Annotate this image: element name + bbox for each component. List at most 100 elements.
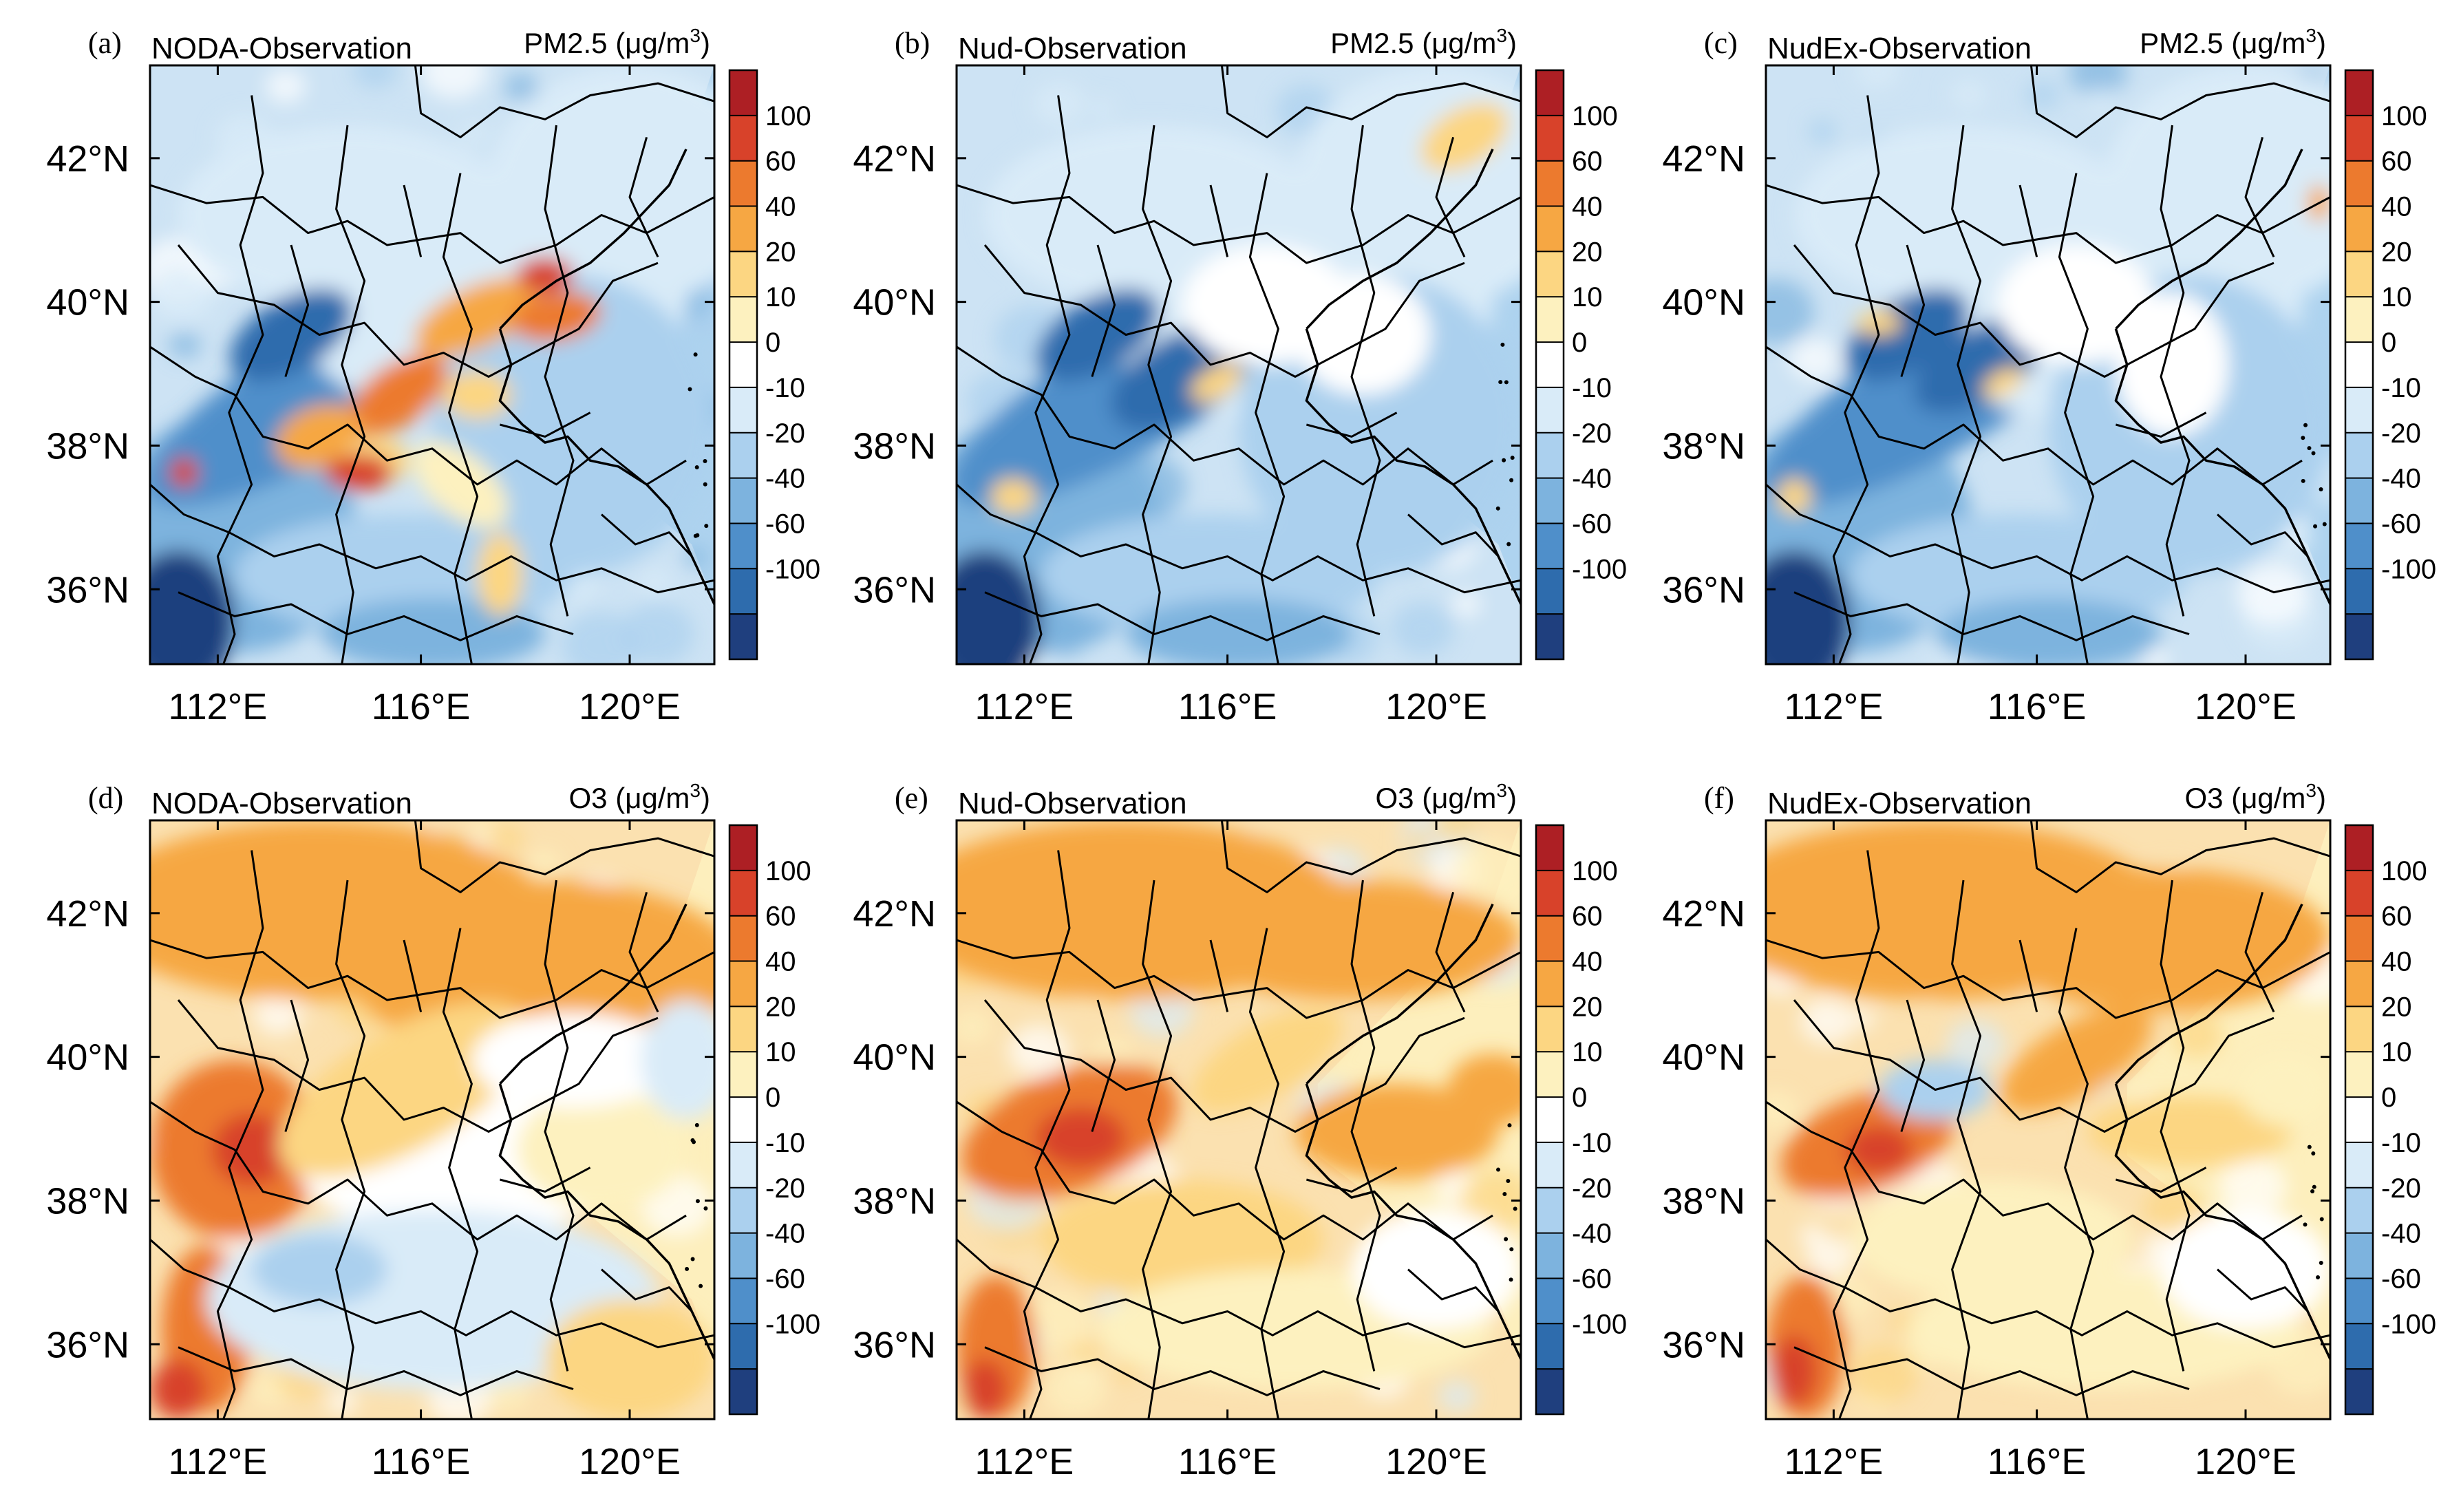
x-tick-label: 112°E	[1785, 686, 1884, 727]
boundary-line	[1793, 244, 2274, 378]
boundary-line	[984, 1346, 1381, 1396]
field-blob	[2239, 1054, 2330, 1126]
island	[2311, 1151, 2316, 1156]
coastline	[1306, 149, 1494, 330]
panel-title: Nud-Observation	[958, 787, 1187, 820]
colorbar-tick-label: 40	[2381, 947, 2412, 977]
island	[2319, 1260, 2323, 1265]
colorbar-tick-label: 100	[1572, 101, 1618, 131]
boundary-line	[1793, 1346, 2190, 1396]
colorbar-tick-label: -40	[2381, 464, 2421, 494]
colorbar-swatch	[2345, 478, 2373, 524]
boundary-line	[442, 928, 479, 1419]
x-tick-label: 116°E	[1178, 686, 1277, 727]
unit-superscript: 3	[1496, 25, 1507, 46]
field-blob	[458, 119, 489, 146]
colorbar-frame	[728, 824, 758, 1416]
unit-close: )	[1507, 27, 1517, 59]
colorbar-tick-label: 0	[765, 1083, 780, 1113]
island	[1502, 458, 1506, 462]
boundary-line	[1407, 1268, 1500, 1312]
variable-title: O3 (μg/m3)	[569, 780, 710, 814]
colorbar-tick-label: 10	[1572, 282, 1603, 312]
variable-title: O3 (μg/m3)	[2185, 780, 2326, 814]
boundary-line	[2244, 891, 2275, 1013]
field-blob	[2171, 1014, 2224, 1058]
field-blob	[212, 1114, 291, 1186]
y-tick-label: 38°N	[853, 425, 936, 467]
field-blob	[1182, 880, 1521, 1000]
field-blob	[349, 354, 448, 436]
field-blob	[1935, 598, 2161, 664]
field-blob	[1854, 65, 1901, 90]
colorbar-tick-label: 40	[765, 192, 796, 222]
field-blob	[1851, 1180, 2133, 1299]
colorbar-tick-label: 100	[2381, 856, 2427, 886]
unit-superscript: 3	[690, 25, 701, 46]
field-blob	[251, 1233, 387, 1306]
colorbar-tick-label: 20	[1572, 992, 1603, 1022]
colorbar-swatch	[1536, 1233, 1564, 1279]
boundary-line	[1248, 928, 1286, 1419]
variable-title: PM2.5 (μg/m3)	[2140, 25, 2326, 59]
coastline	[1305, 1083, 1521, 1360]
boundary-line	[1248, 173, 1286, 664]
colorbar-tick-label: 0	[2381, 328, 2396, 358]
colorbar-swatch	[1536, 1278, 1564, 1324]
boundary-line	[2018, 184, 2038, 257]
colorbar-swatch	[729, 387, 757, 434]
boundary-line	[178, 1346, 574, 1396]
colorbar-tick-label: -10	[2381, 1128, 2421, 1158]
colorbar-swatch	[729, 1369, 757, 1415]
field-blob	[477, 532, 523, 617]
panel-letter: (a)	[88, 26, 122, 60]
colorbar-swatch	[729, 160, 757, 207]
island	[1509, 478, 1514, 482]
y-tick-label: 40°N	[853, 1037, 936, 1078]
colorbar-tick-label: 40	[1572, 192, 1603, 222]
colorbar-tick-label: 0	[765, 328, 780, 358]
field-blob	[326, 1389, 357, 1416]
y-tick-label: 42°N	[46, 893, 129, 935]
x-tick-label: 120°E	[579, 686, 681, 727]
colorbar-tick-label: -10	[1572, 373, 1612, 403]
map-panel-b: 112°E 116°E 120°E 42°N 40°N 38°N 36°N (b) Nud-Ob…	[853, 25, 1627, 727]
colorbar-tick-label: 10	[765, 282, 796, 312]
colorbar-swatch	[1536, 961, 1564, 1007]
colorbar-frame	[2344, 824, 2374, 1416]
map-field-f	[1766, 820, 2330, 1419]
colorbar-swatch	[729, 70, 757, 116]
colorbar-swatch	[1536, 614, 1564, 660]
colorbar-swatch	[1536, 1369, 1564, 1415]
map-panel-c: 112°E 116°E 120°E 42°N 40°N 38°N 36°N (c) NudEx-…	[1662, 25, 2436, 727]
island	[699, 1284, 703, 1288]
colorbar-swatch	[2345, 251, 2373, 297]
field-blob	[1789, 337, 1840, 381]
colorbar-tick-label: -60	[765, 509, 805, 539]
colorbar-swatch	[2345, 1142, 2373, 1189]
field-blob	[2116, 292, 2229, 437]
colorbar-tick-label: -100	[1572, 554, 1627, 584]
coastline	[498, 328, 714, 605]
colorbar-swatch	[2345, 1369, 2373, 1415]
colorbar-swatch	[1536, 568, 1564, 615]
y-tick-label: 38°N	[853, 1180, 936, 1222]
colorbar-swatch	[1536, 1142, 1564, 1189]
boundary-line	[957, 1100, 1493, 1241]
boundary-line	[2160, 880, 2191, 1372]
field-blob	[275, 404, 363, 469]
x-tick-label: 120°E	[1385, 1441, 1487, 1482]
colorbar-swatch	[729, 342, 757, 388]
variable-title: PM2.5 (μg/m3)	[1330, 25, 1517, 59]
boundary-line	[1435, 891, 1466, 1013]
x-tick-label: 116°E	[372, 686, 471, 727]
colorbar-tick-label: -10	[2381, 373, 2421, 403]
boundary-line	[1793, 591, 2190, 641]
field-blob	[1800, 997, 1855, 1045]
colorbar-swatch	[729, 478, 757, 524]
field-blob	[1035, 1107, 1126, 1168]
colorbar-swatch	[1536, 206, 1564, 252]
boundary-line	[1435, 136, 1466, 258]
boundary-line	[177, 999, 659, 1133]
island	[692, 1140, 696, 1144]
